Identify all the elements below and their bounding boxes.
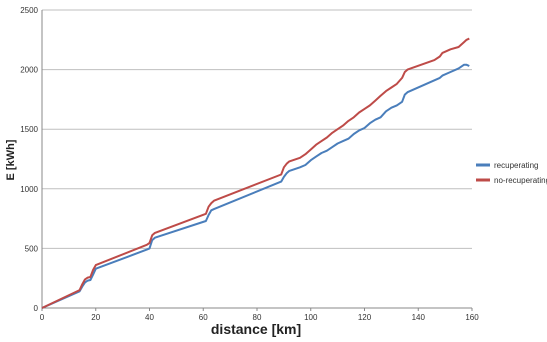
x-axis-title: distance [km]: [211, 321, 301, 337]
y-tick-label: 0: [34, 304, 39, 313]
x-tick-label: 80: [253, 313, 262, 322]
gridlines: [42, 9, 472, 249]
x-tick-label: 140: [412, 313, 426, 322]
y-tick-label: 2000: [20, 66, 38, 75]
x-axis-ticks: 0 20 40 60 80 100 120 140 160: [40, 308, 479, 322]
series-line-no-recuperating: [41, 37, 470, 309]
legend: recuperating no-recuperating: [476, 161, 547, 185]
y-axis-ticks: 0 500 1000 1500 2000 2500: [20, 6, 38, 313]
x-tick-label: 100: [304, 313, 318, 322]
y-tick-label: 500: [25, 244, 39, 253]
x-tick-label: 160: [465, 313, 479, 322]
legend-label-recuperating: recuperating: [494, 161, 538, 170]
y-axis-title: E [kWh]: [5, 139, 17, 180]
x-tick-label: 0: [40, 313, 45, 322]
plot-area: [42, 10, 472, 308]
series-line-recuperating: [41, 63, 470, 309]
x-tick-label: 120: [358, 313, 372, 322]
x-tick-label: 60: [199, 313, 208, 322]
x-tick-label: 40: [145, 313, 154, 322]
series-layer: [41, 37, 470, 309]
y-tick-label: 2500: [20, 6, 38, 15]
x-tick-label: 20: [91, 313, 100, 322]
y-tick-label: 1500: [20, 125, 38, 134]
y-tick-label: 1000: [20, 185, 38, 194]
legend-label-no-recuperating: no-recuperating: [494, 176, 547, 185]
